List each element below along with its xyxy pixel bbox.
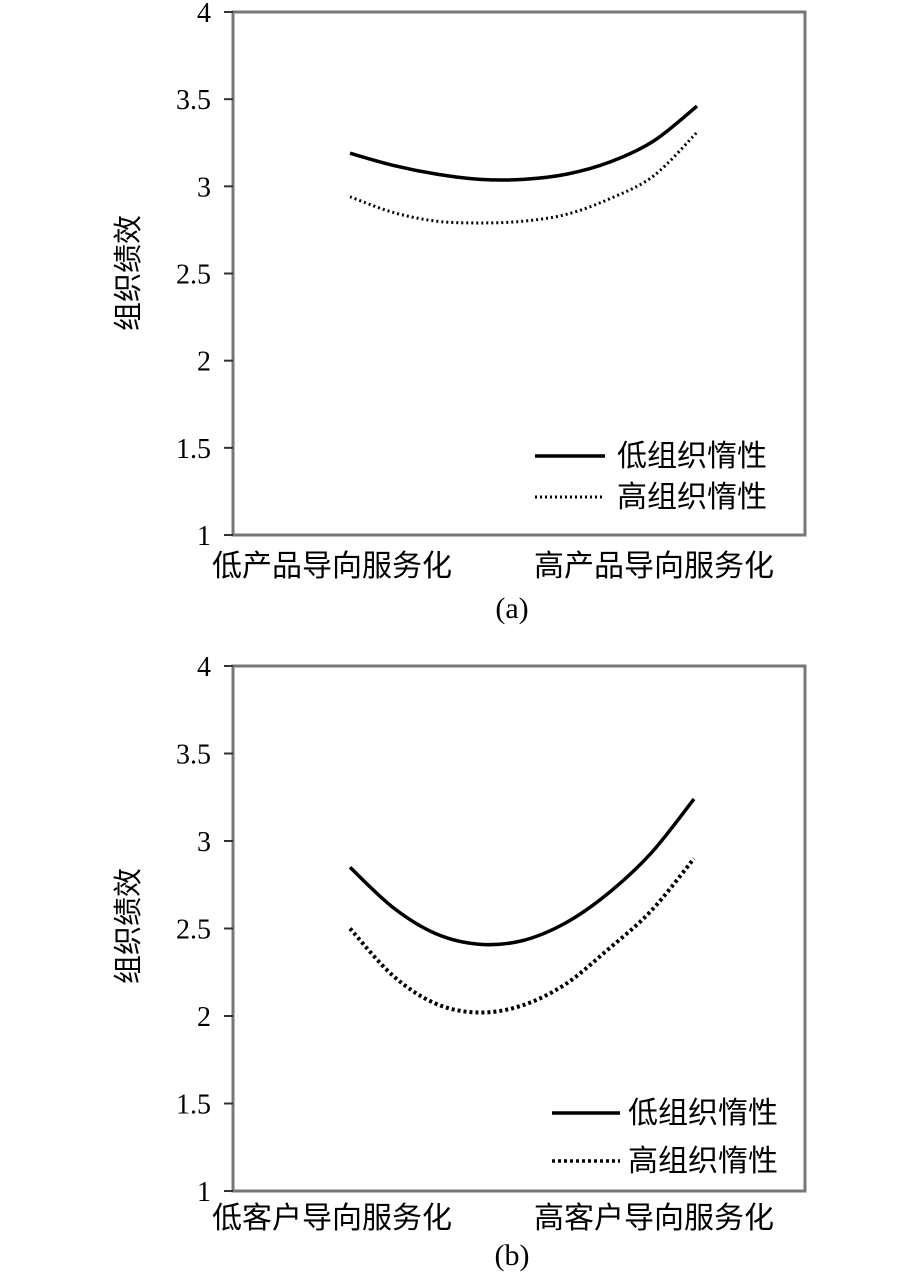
x-category-label-low-b: 低客户导向服务化 bbox=[212, 1201, 452, 1236]
series-line-low-inertia bbox=[348, 797, 696, 947]
series-line-high-inertia bbox=[349, 131, 699, 225]
y-tick-label: 2 bbox=[197, 1002, 211, 1033]
y-tick-label: 4 bbox=[197, 0, 211, 29]
y-tick-label: 1 bbox=[197, 1177, 211, 1208]
chart-panel-a: 1 1.5 2 2.5 3 3.5 4 组织绩效 低产品导向服务化 高产品导向服务化 低组织… bbox=[111, 0, 807, 625]
chart-b-svg: 1 1.5 2 2.5 3 3.5 4 组织绩效 低客户导向服务化 高客户导向服务化 低组织… bbox=[111, 652, 807, 1272]
y-tick-label: 2 bbox=[197, 347, 211, 378]
x-category-label-high-b: 高客户导向服务化 bbox=[534, 1201, 774, 1236]
y-tick-label: 4 bbox=[197, 652, 211, 683]
series-line-high-inertia bbox=[348, 857, 696, 1015]
y-tick-label: 1.5 bbox=[176, 434, 211, 465]
x-category-label-low-a: 低产品导向服务化 bbox=[212, 549, 452, 584]
legend-label-high-b: 高组织惰性 bbox=[628, 1144, 778, 1179]
y-tick-label: 1 bbox=[197, 521, 211, 552]
series-b bbox=[348, 797, 696, 1015]
y-tick-label: 3.5 bbox=[176, 85, 211, 116]
y-tick-label: 2.5 bbox=[176, 915, 211, 946]
series-a bbox=[349, 104, 699, 225]
y-tick-label: 3.5 bbox=[176, 740, 211, 771]
x-category-label-high-a: 高产品导向服务化 bbox=[534, 549, 774, 584]
y-axis-label-a: 组织绩效 bbox=[111, 215, 145, 331]
y-tick-label: 1.5 bbox=[176, 1090, 211, 1121]
y-tick-label: 3 bbox=[197, 827, 211, 858]
legend-label-low-b: 低组织惰性 bbox=[628, 1096, 778, 1131]
y-ticks-b: 1 1.5 2 2.5 3 3.5 4 bbox=[176, 652, 233, 1208]
legend-label-low-a: 低组织惰性 bbox=[617, 439, 767, 474]
y-axis-label-b: 组织绩效 bbox=[111, 868, 145, 984]
chart-panel-b: 1 1.5 2 2.5 3 3.5 4 组织绩效 低客户导向服务化 高客户导向服务化 低组织… bbox=[0, 637, 921, 1274]
series-line-low-inertia bbox=[349, 104, 699, 182]
y-tick-label: 3 bbox=[197, 172, 211, 203]
legend-b: 低组织惰性 高组织惰性 bbox=[552, 1096, 778, 1179]
legend-label-high-a: 高组织惰性 bbox=[617, 480, 767, 515]
legend-a: 低组织惰性 高组织惰性 bbox=[535, 439, 767, 515]
panel-caption-a: (a) bbox=[495, 592, 528, 625]
panel-caption-b: (b) bbox=[495, 1239, 530, 1272]
y-tick-label: 2.5 bbox=[176, 260, 211, 291]
chart-a-svg: 1 1.5 2 2.5 3 3.5 4 组织绩效 低产品导向服务化 高产品导向服务化 低组织… bbox=[111, 0, 807, 625]
y-ticks-a: 1 1.5 2 2.5 3 3.5 4 bbox=[176, 0, 233, 552]
